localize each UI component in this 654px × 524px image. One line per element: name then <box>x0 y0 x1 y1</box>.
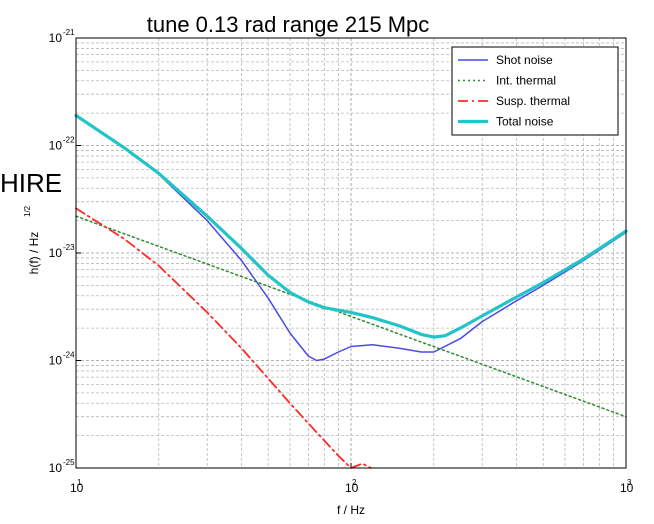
y-axis-label: h(f) / Hz 1/2 <box>23 205 41 274</box>
tick-label-exponent: -22 <box>63 136 75 145</box>
plot-frame <box>75 37 627 469</box>
tick-label-exponent: -21 <box>63 28 75 37</box>
x-tick-label: 103 <box>620 478 634 495</box>
y-tick-label: 10 -23 <box>49 243 75 260</box>
series-line-total-noise <box>74 113 628 339</box>
tick-label-exponent: 3 <box>627 478 632 487</box>
tick-label-exponent: -24 <box>63 351 75 360</box>
y-tick-label: 10 -21 <box>49 28 75 45</box>
tick-label-exponent: -25 <box>63 458 75 467</box>
x-tick-label: 102 <box>345 478 359 495</box>
y-axis-label-exponent: 1/2 <box>23 205 32 217</box>
tick-label-base: 10 <box>49 354 63 368</box>
tick-label-base: 10 <box>345 481 359 495</box>
y-tick-label: 10 -24 <box>49 351 75 368</box>
legend-label: Susp. thermal <box>496 94 570 108</box>
tick-label-base: 10 <box>620 481 634 495</box>
tick-label-exponent: 2 <box>352 478 357 487</box>
tick-label-exponent: -23 <box>63 243 75 252</box>
chart-title: tune 0.13 rad range 215 Mpc <box>147 12 430 37</box>
x-axis-label: f / Hz <box>337 503 365 517</box>
legend: Shot noise Int. thermal Susp. thermal Total… <box>451 46 619 136</box>
tick-label-base: 10 <box>49 461 63 475</box>
tick-label-exponent: 1 <box>77 478 82 487</box>
series-line-shot-noise <box>75 114 627 362</box>
legend-label: Int. thermal <box>496 74 556 88</box>
cropped-side-text: HIRE <box>0 168 63 198</box>
x-tick-label: 101 <box>70 478 84 495</box>
y-tick-label: 10 -22 <box>49 136 75 153</box>
y-axis-label-text: h(f) / Hz <box>27 232 41 275</box>
axis-labels: f / Hz h(f) / Hz 1/2 <box>23 205 365 517</box>
tick-label-base: 10 <box>49 139 63 153</box>
y-tick-label: 10 -25 <box>49 458 75 475</box>
series-line-int-thermal <box>75 215 627 418</box>
series-line-susp-thermal <box>75 207 372 469</box>
tick-label-base: 10 <box>70 481 84 495</box>
legend-label: Total noise <box>496 115 554 129</box>
tick-label-base: 10 <box>49 246 63 260</box>
legend-label: Shot noise <box>496 53 553 67</box>
tick-label-base: 10 <box>49 31 63 45</box>
